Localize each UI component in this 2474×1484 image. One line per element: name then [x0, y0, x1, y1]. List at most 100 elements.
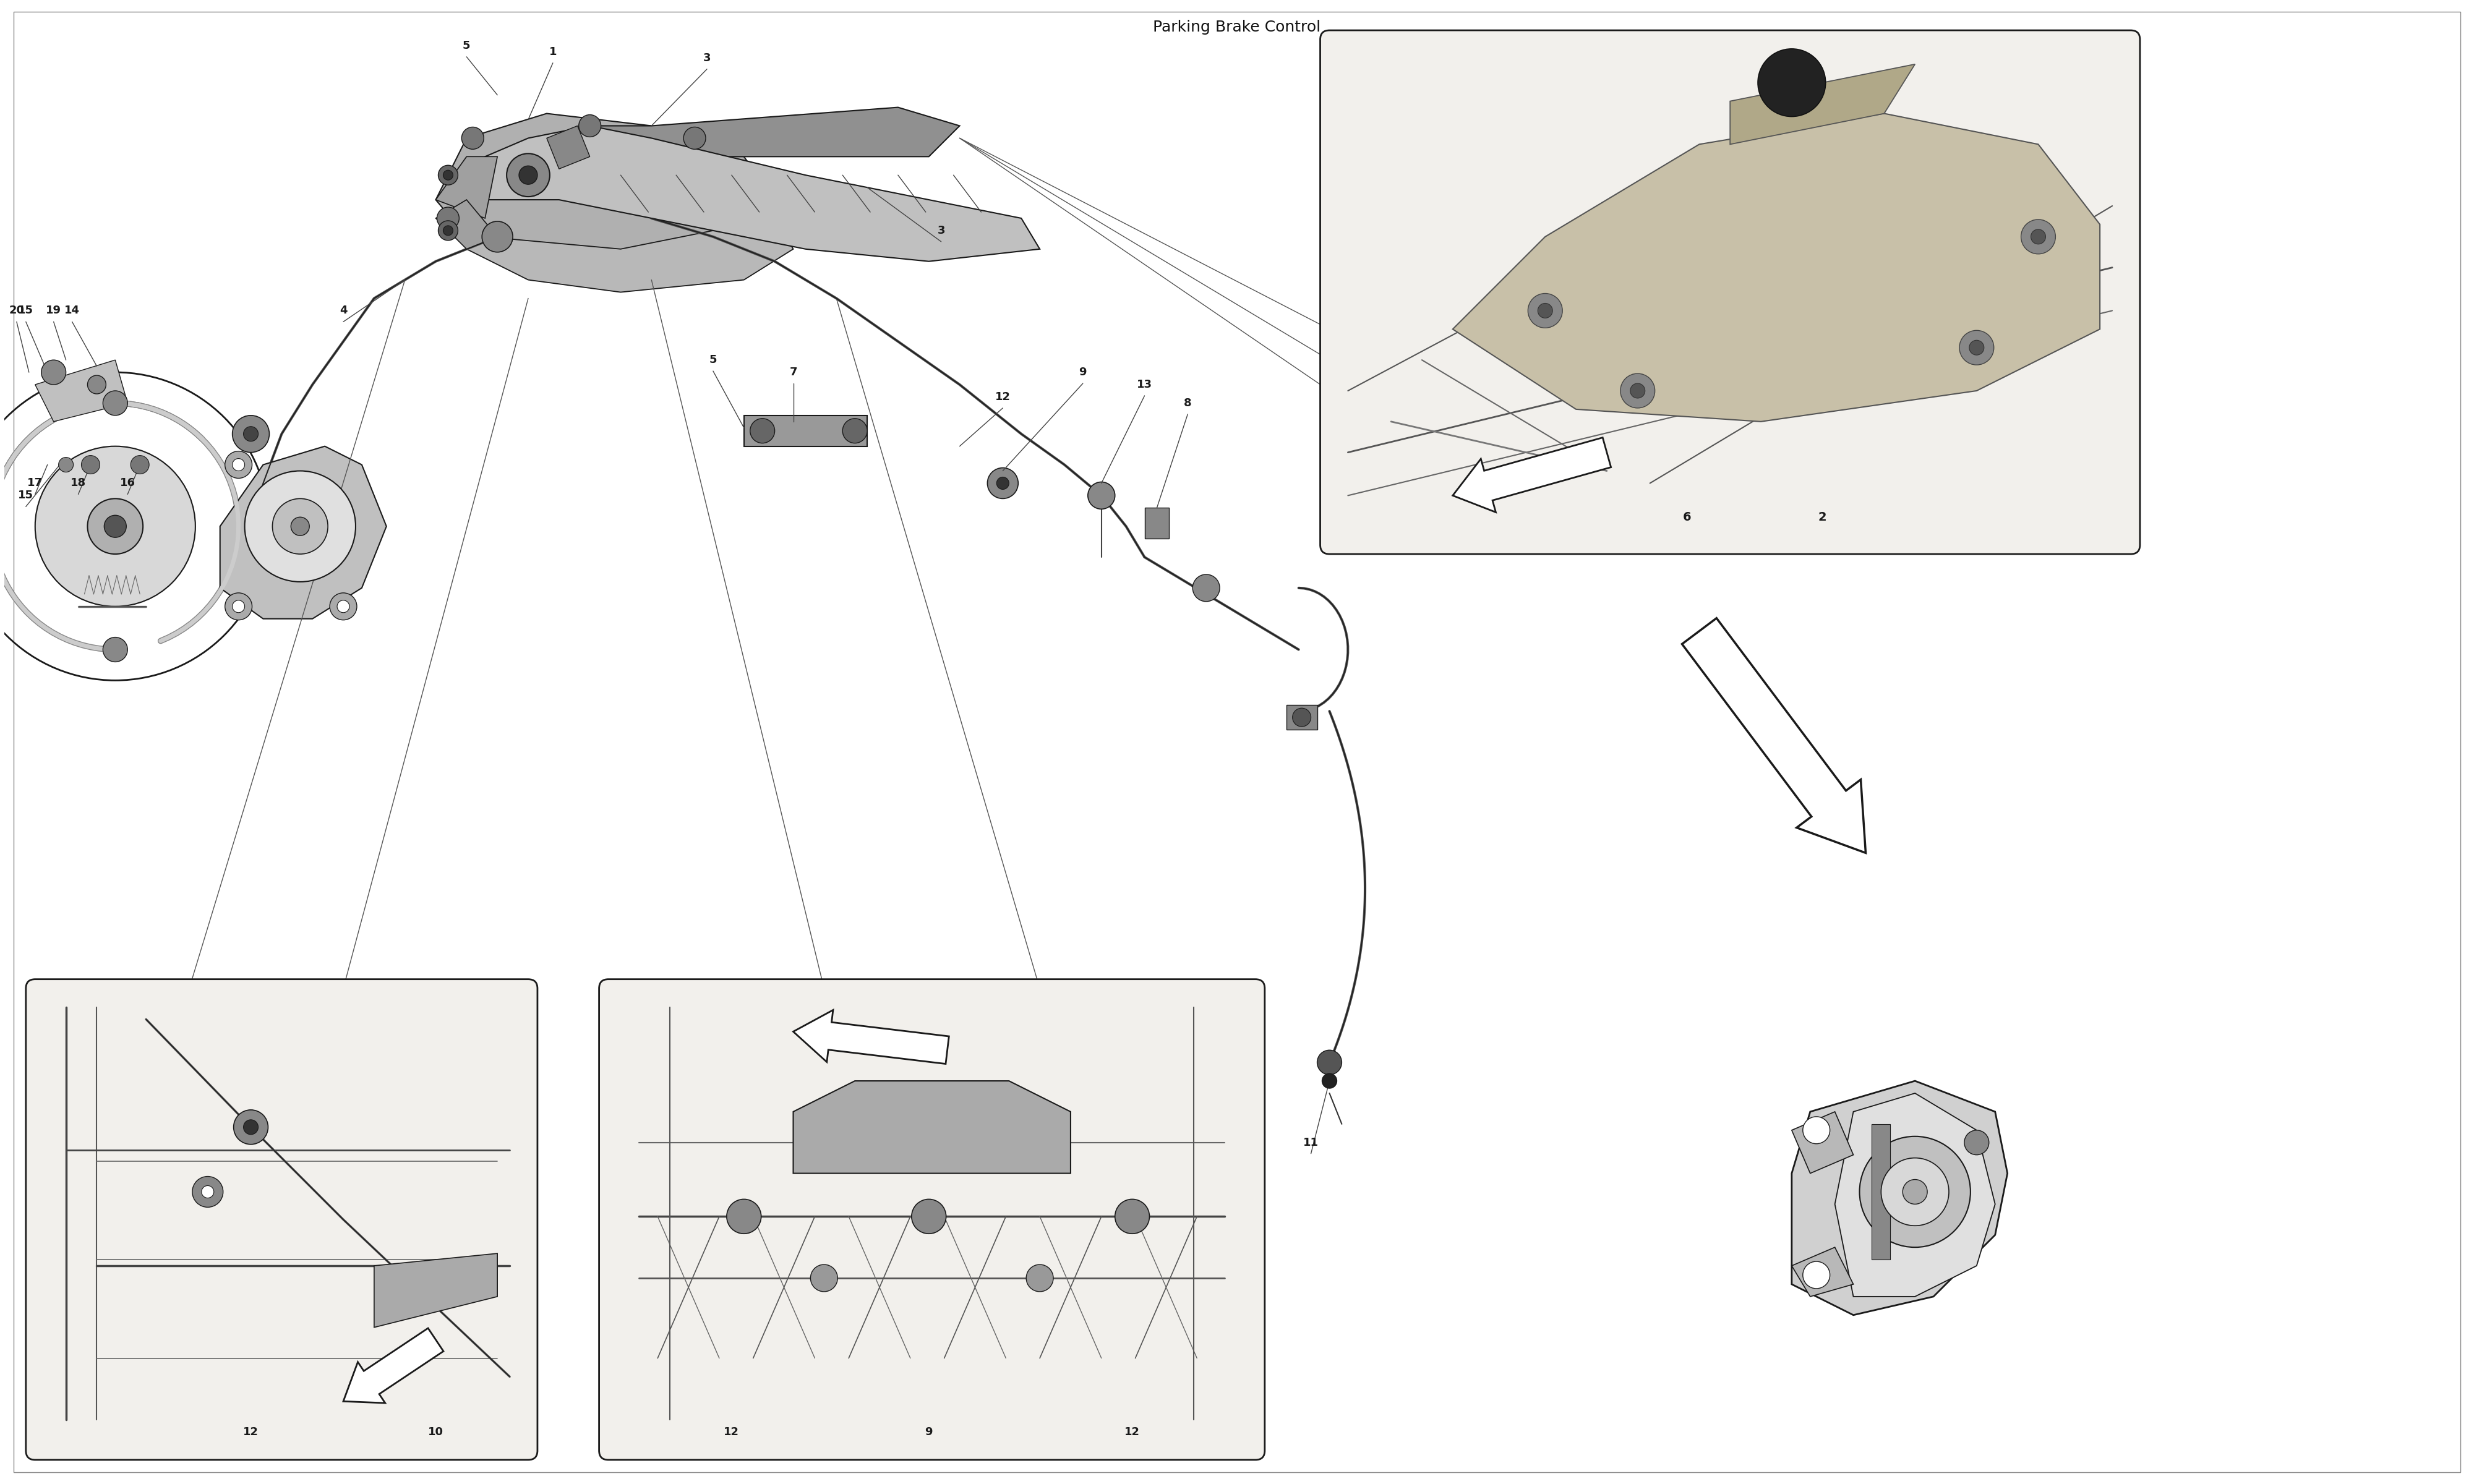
Circle shape	[987, 467, 1019, 499]
Text: 15: 15	[17, 306, 35, 316]
Circle shape	[82, 456, 99, 473]
FancyBboxPatch shape	[1321, 30, 2140, 554]
Circle shape	[579, 114, 601, 137]
Circle shape	[242, 1120, 257, 1134]
Circle shape	[2031, 230, 2046, 245]
Text: 12: 12	[725, 1426, 740, 1438]
Circle shape	[520, 166, 537, 184]
Circle shape	[225, 451, 252, 478]
Circle shape	[1964, 1131, 1989, 1155]
Circle shape	[233, 416, 270, 453]
Circle shape	[1089, 482, 1116, 509]
Circle shape	[443, 171, 453, 180]
Circle shape	[683, 128, 705, 150]
Text: 12: 12	[995, 392, 1009, 402]
Text: 16: 16	[119, 478, 136, 488]
Circle shape	[272, 499, 329, 554]
Circle shape	[245, 470, 356, 582]
Text: Parking Brake Control: Parking Brake Control	[1153, 19, 1321, 34]
Polygon shape	[1791, 1247, 1853, 1297]
Circle shape	[1192, 574, 1220, 601]
Circle shape	[193, 1177, 223, 1206]
Text: 5: 5	[710, 355, 717, 365]
Circle shape	[507, 153, 549, 197]
Circle shape	[1903, 1180, 1927, 1204]
Polygon shape	[468, 218, 794, 292]
Text: 1: 1	[549, 46, 557, 58]
Text: 9: 9	[925, 1426, 933, 1438]
Text: 6: 6	[1682, 510, 1692, 522]
Circle shape	[811, 1264, 839, 1291]
Circle shape	[225, 594, 252, 620]
Polygon shape	[547, 126, 589, 169]
Circle shape	[1804, 1261, 1831, 1288]
Polygon shape	[1836, 1094, 1994, 1297]
Circle shape	[42, 361, 67, 384]
Circle shape	[997, 476, 1009, 490]
Text: 7: 7	[789, 367, 797, 378]
Circle shape	[443, 226, 453, 236]
Polygon shape	[1791, 1080, 2006, 1315]
Polygon shape	[220, 447, 386, 619]
Text: 9: 9	[1079, 367, 1086, 378]
Text: 5: 5	[463, 40, 470, 52]
Circle shape	[1291, 708, 1311, 727]
Circle shape	[336, 600, 349, 613]
Polygon shape	[1682, 619, 1865, 853]
Text: 15: 15	[17, 490, 35, 502]
Polygon shape	[1729, 64, 1915, 144]
Circle shape	[438, 165, 458, 186]
Circle shape	[104, 515, 126, 537]
Circle shape	[438, 208, 460, 230]
Text: 2: 2	[1818, 510, 1826, 522]
Polygon shape	[589, 107, 960, 157]
FancyBboxPatch shape	[25, 979, 537, 1460]
Circle shape	[292, 516, 309, 536]
Circle shape	[1529, 294, 1564, 328]
Text: 18: 18	[69, 478, 87, 488]
Polygon shape	[485, 126, 1039, 261]
Bar	[745, 416, 868, 447]
Polygon shape	[344, 1328, 443, 1402]
Polygon shape	[794, 1080, 1071, 1174]
Circle shape	[1969, 340, 1984, 355]
Circle shape	[104, 637, 129, 662]
Text: 13: 13	[1138, 378, 1153, 390]
Circle shape	[329, 594, 356, 620]
Bar	[1145, 508, 1170, 539]
Circle shape	[1804, 1116, 1831, 1144]
Circle shape	[1630, 383, 1645, 398]
Circle shape	[1116, 1199, 1150, 1233]
Circle shape	[233, 459, 245, 470]
Text: 12: 12	[1126, 1426, 1141, 1438]
Text: 12: 12	[242, 1426, 260, 1438]
Polygon shape	[435, 200, 497, 249]
Text: 11: 11	[1304, 1137, 1319, 1149]
Circle shape	[233, 600, 245, 613]
Text: 10: 10	[428, 1426, 443, 1438]
Circle shape	[87, 375, 106, 393]
Circle shape	[1316, 1051, 1341, 1074]
Circle shape	[35, 447, 195, 607]
Polygon shape	[35, 361, 129, 421]
Circle shape	[463, 128, 485, 150]
Circle shape	[1759, 49, 1826, 117]
Polygon shape	[435, 113, 774, 261]
Circle shape	[200, 1186, 213, 1198]
Circle shape	[1027, 1264, 1054, 1291]
Circle shape	[750, 418, 774, 444]
FancyBboxPatch shape	[599, 979, 1264, 1460]
Text: 17: 17	[27, 478, 42, 488]
Bar	[1873, 1123, 1890, 1260]
Circle shape	[2021, 220, 2056, 254]
Circle shape	[233, 1110, 267, 1144]
Text: 3: 3	[938, 226, 945, 236]
Circle shape	[438, 221, 458, 240]
Circle shape	[910, 1199, 945, 1233]
Text: 3: 3	[703, 52, 710, 64]
Circle shape	[104, 390, 129, 416]
Polygon shape	[1452, 438, 1611, 512]
Polygon shape	[1791, 1112, 1853, 1174]
Circle shape	[1620, 374, 1655, 408]
Circle shape	[482, 221, 512, 252]
